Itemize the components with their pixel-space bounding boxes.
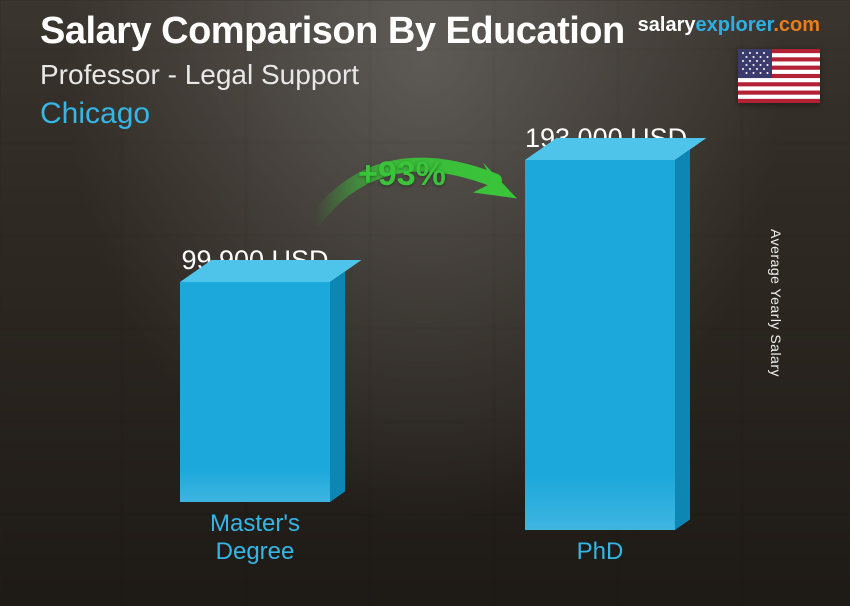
brand-part2: explorer [695, 14, 773, 36]
bar-side [675, 149, 690, 530]
increase-label: +93% [358, 155, 446, 194]
flag-icon [738, 49, 820, 103]
brand-text: salaryexplorer.com [638, 14, 820, 37]
bar-group: 99,900 USDMaster's Degree [180, 245, 330, 566]
brand-part1: salary [638, 14, 696, 36]
bar-category-label: PhD [525, 538, 675, 566]
bar [525, 160, 675, 530]
bar-category-label: Master's Degree [180, 510, 330, 566]
chart-area: +93% 99,900 USDMaster's Degree193,000 US… [0, 150, 850, 606]
bar-group: 193,000 USDPhD [525, 123, 675, 566]
bar [180, 282, 330, 502]
brand: salaryexplorer.com [638, 14, 820, 103]
brand-part3: .com [773, 14, 820, 36]
bar-front [525, 160, 675, 530]
bar-side [330, 271, 345, 502]
bar-front [180, 282, 330, 502]
